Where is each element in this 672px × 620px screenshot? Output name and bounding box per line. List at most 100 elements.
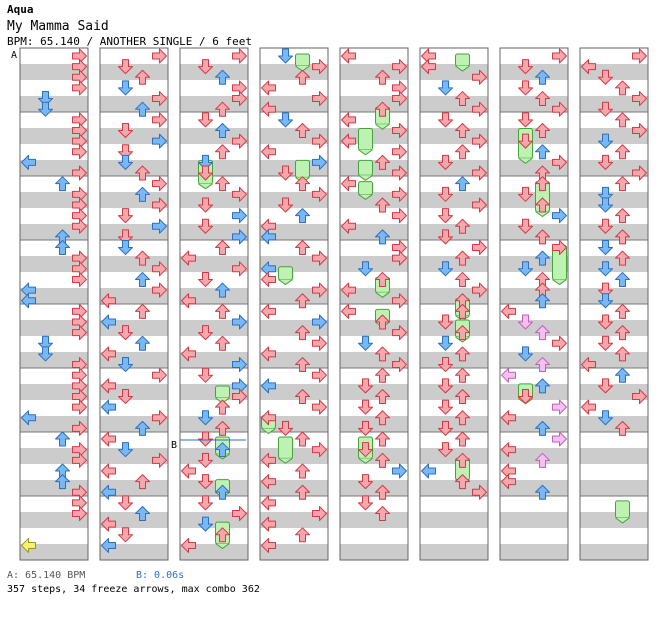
beat-stripe bbox=[260, 384, 328, 400]
beat-stripe bbox=[260, 288, 328, 304]
step-arrow bbox=[152, 112, 167, 128]
step-arrow bbox=[312, 282, 327, 298]
step-arrow bbox=[135, 69, 150, 85]
step-arrow bbox=[72, 144, 87, 160]
step-arrow bbox=[118, 144, 133, 160]
beat-stripe bbox=[420, 320, 488, 336]
step-arrow bbox=[72, 325, 87, 341]
step-arrow bbox=[152, 218, 167, 234]
step-arrow bbox=[215, 240, 230, 256]
step-arrow bbox=[38, 91, 53, 107]
beat-stripe bbox=[580, 288, 648, 304]
step-arrow bbox=[278, 112, 293, 128]
step-arrow bbox=[392, 91, 407, 107]
step-arrow bbox=[261, 271, 276, 287]
step-arrow bbox=[535, 484, 550, 500]
beat-stripe bbox=[340, 448, 408, 464]
step-arrow bbox=[615, 346, 630, 362]
step-arrow bbox=[261, 101, 276, 117]
beat-stripe bbox=[500, 288, 568, 304]
beat-stripe bbox=[420, 192, 488, 208]
freeze-arrow-tail bbox=[552, 279, 567, 286]
step-arrow bbox=[198, 112, 213, 128]
column-border bbox=[19, 47, 89, 561]
step-arrow bbox=[72, 420, 87, 436]
step-arrow bbox=[101, 346, 116, 362]
beat-stripe bbox=[180, 288, 248, 304]
beat-stripe bbox=[100, 480, 168, 496]
beat-stripe bbox=[260, 320, 328, 336]
freeze-arrow-tail bbox=[261, 428, 276, 435]
step-arrow bbox=[581, 357, 596, 373]
chart-summary: 357 steps, 34 freeze arrows, max combo 3… bbox=[7, 584, 260, 595]
beat-stripe bbox=[100, 384, 168, 400]
step-arrow bbox=[615, 208, 630, 224]
step-arrow bbox=[615, 325, 630, 341]
step-arrow bbox=[72, 506, 87, 522]
step-arrow bbox=[438, 399, 453, 415]
column-border bbox=[579, 47, 649, 561]
step-arrow bbox=[615, 80, 630, 96]
step-arrow bbox=[38, 101, 53, 117]
beat-stripe bbox=[100, 96, 168, 112]
step-arrow bbox=[261, 378, 276, 394]
beat-stripe bbox=[420, 128, 488, 144]
step-arrow bbox=[535, 420, 550, 436]
freeze-arrow bbox=[278, 266, 293, 281]
step-arrow bbox=[615, 271, 630, 287]
step-arrow bbox=[215, 335, 230, 351]
chart-column bbox=[419, 47, 489, 561]
step-arrow bbox=[198, 197, 213, 213]
step-arrow bbox=[375, 271, 390, 287]
step-arrow bbox=[261, 229, 276, 245]
step-arrow bbox=[375, 452, 390, 468]
beat-stripe bbox=[100, 448, 168, 464]
step-arrow bbox=[341, 303, 356, 319]
beat-stripe bbox=[420, 416, 488, 432]
step-arrow bbox=[232, 186, 247, 202]
step-arrow bbox=[535, 293, 550, 309]
step-arrow bbox=[101, 463, 116, 479]
beat-stripe bbox=[180, 256, 248, 272]
step-arrow bbox=[632, 91, 647, 107]
beat-stripe bbox=[100, 320, 168, 336]
step-arrow bbox=[21, 154, 36, 170]
beat-stripe bbox=[340, 64, 408, 80]
step-arrow bbox=[101, 537, 116, 553]
step-arrow bbox=[552, 48, 567, 64]
step-arrow bbox=[215, 176, 230, 192]
step-arrow bbox=[632, 122, 647, 138]
step-arrow bbox=[101, 314, 116, 330]
step-arrow bbox=[198, 154, 213, 170]
step-arrow bbox=[135, 506, 150, 522]
step-arrow bbox=[215, 442, 230, 458]
step-arrow bbox=[295, 484, 310, 500]
beat-stripe bbox=[340, 256, 408, 272]
beat-stripe bbox=[340, 480, 408, 496]
step-arrow bbox=[598, 69, 613, 85]
beat-stripe bbox=[180, 352, 248, 368]
step-arrow bbox=[535, 378, 550, 394]
step-arrow bbox=[455, 367, 470, 383]
step-arrow bbox=[72, 452, 87, 468]
step-arrow bbox=[455, 250, 470, 266]
step-arrow bbox=[375, 410, 390, 426]
step-arrow bbox=[392, 250, 407, 266]
step-arrow bbox=[198, 516, 213, 532]
freeze-arrow-tail bbox=[615, 517, 630, 524]
step-arrow bbox=[598, 378, 613, 394]
step-arrow bbox=[341, 282, 356, 298]
beat-stripe bbox=[100, 256, 168, 272]
step-arrow bbox=[198, 218, 213, 234]
beat-stripe bbox=[340, 512, 408, 528]
beat-stripe bbox=[260, 96, 328, 112]
step-arrow bbox=[501, 442, 516, 458]
step-arrow bbox=[455, 388, 470, 404]
step-arrow bbox=[535, 122, 550, 138]
step-arrow bbox=[581, 59, 596, 75]
chart-column bbox=[499, 47, 569, 561]
step-arrow bbox=[198, 474, 213, 490]
step-arrow bbox=[598, 101, 613, 117]
step-arrow bbox=[438, 261, 453, 277]
step-arrow bbox=[118, 240, 133, 256]
